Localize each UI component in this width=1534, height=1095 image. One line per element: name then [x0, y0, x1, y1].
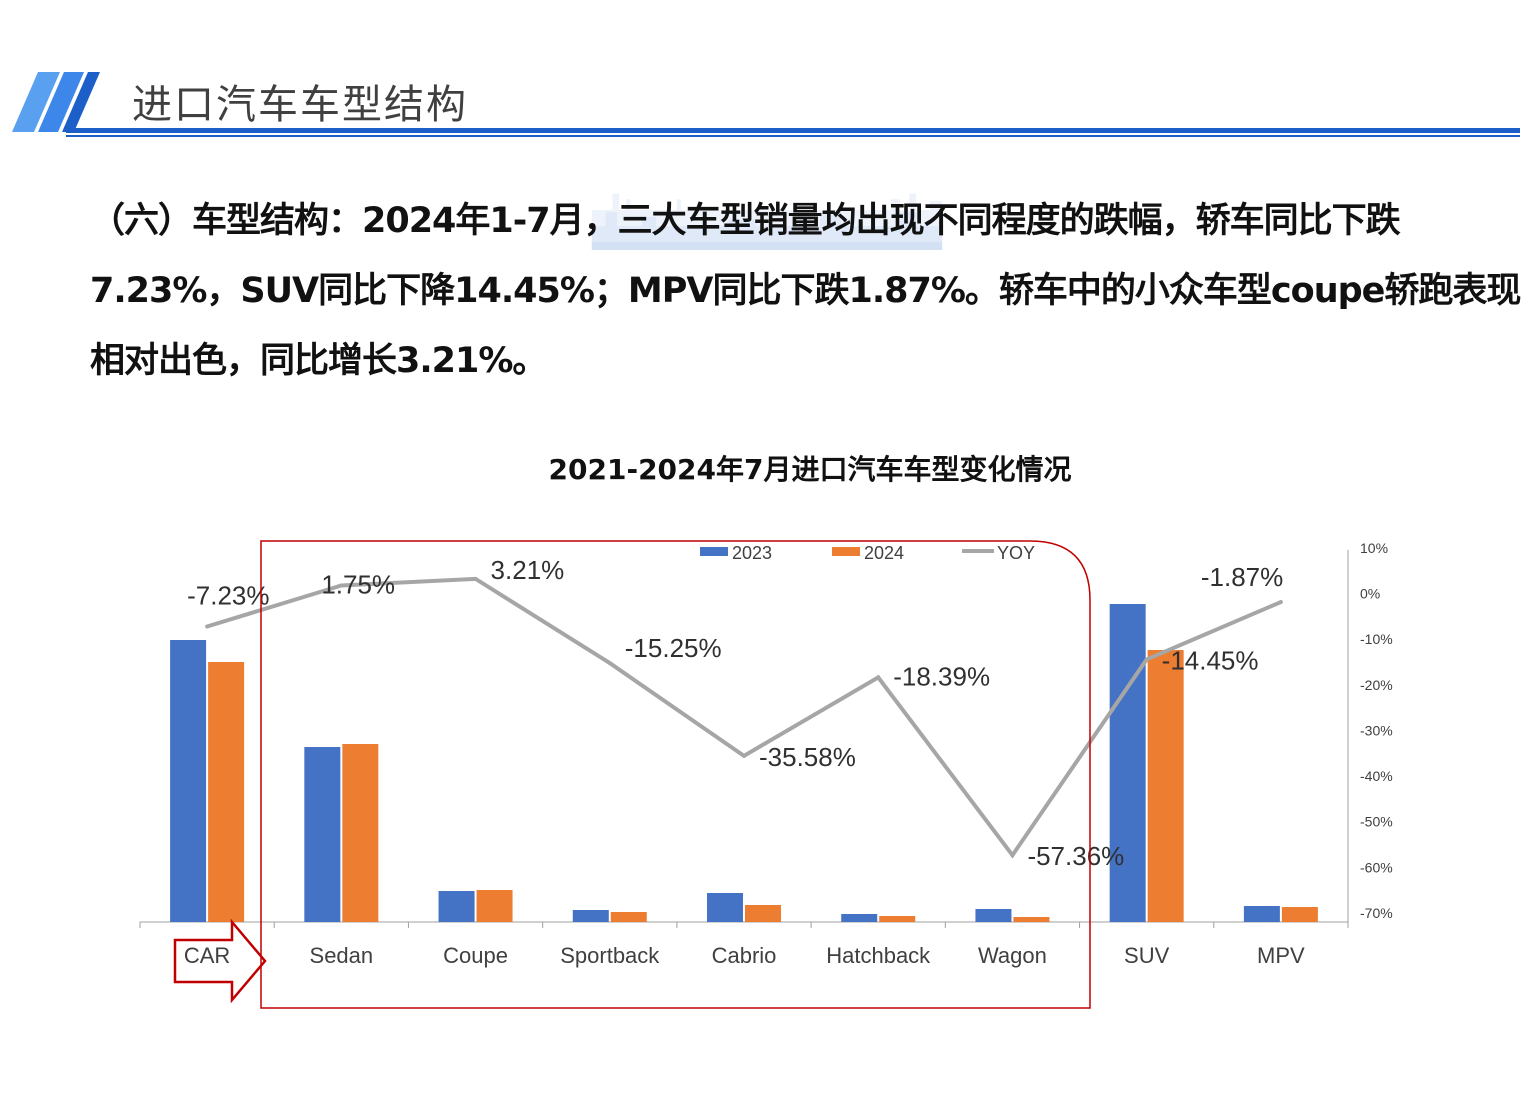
page-title: 进口汽车车型结构 [132, 82, 468, 128]
bar-2024-Sedan [342, 744, 379, 922]
right-tick-label: -60% [1360, 859, 1393, 875]
right-tick-label: -50% [1360, 814, 1393, 830]
bar-2024-SUV [1147, 650, 1184, 922]
yoy-point [339, 583, 344, 588]
arrow-icon [173, 918, 267, 1004]
yoy-point [473, 576, 478, 581]
bar-2024-Sportback [610, 912, 647, 922]
right-tick-label: 10% [1360, 540, 1388, 556]
yoy-point [205, 624, 210, 629]
yoy-data-label: -14.45% [1162, 645, 1259, 675]
bar-2023-Sedan [304, 747, 341, 922]
legend-label: 2023 [732, 543, 772, 563]
yoy-data-label: -57.36% [1027, 841, 1124, 871]
right-tick-label: -20% [1360, 677, 1393, 693]
x-tick-label: CAR [184, 943, 230, 968]
x-tick-label: Wagon [978, 943, 1047, 968]
right-tick-label: -70% [1360, 905, 1393, 921]
bar-2024-Wagon [1013, 917, 1050, 922]
yoy-point [1010, 853, 1015, 858]
yoy-data-label: -7.23% [187, 580, 269, 610]
yoy-point [742, 753, 746, 758]
x-tick-label: SUV [1124, 943, 1170, 968]
bar-2024-MPV [1281, 907, 1318, 922]
x-tick-label: Cabrio [712, 943, 777, 968]
yoy-data-label: 3.21% [491, 555, 565, 585]
chart-title: 2021-2024年7月进口汽车车型变化情况 [548, 453, 1072, 486]
highlight-box [260, 540, 1091, 1009]
right-tick-label: 0% [1360, 586, 1380, 602]
skyline-background [591, 193, 943, 250]
legend-swatch-2024 [832, 547, 860, 556]
right-tick-label: -30% [1360, 722, 1393, 738]
yoy-point [876, 675, 881, 680]
yoy-data-label: -35.58% [759, 742, 856, 772]
bar-2023-Coupe [438, 891, 475, 922]
bar-2023-Hatchback [841, 914, 878, 922]
yoy-data-label: 1.75% [321, 570, 395, 600]
header-divider [66, 128, 1520, 133]
legend-label: YOY [997, 543, 1035, 563]
bar-2023-CAR [170, 640, 207, 922]
bar-2024-Hatchback [879, 916, 916, 922]
right-tick-label: -10% [1360, 631, 1393, 647]
x-tick-label: Sportback [560, 943, 660, 968]
yoy-data-label: -1.87% [1201, 562, 1283, 592]
bar-2023-Sportback [572, 910, 609, 922]
yoy-point [607, 661, 612, 666]
yoy-point [1144, 657, 1149, 662]
bar-2024-Cabrio [745, 905, 781, 922]
bar-2023-Wagon [975, 909, 1012, 922]
yoy-point [1278, 600, 1283, 605]
right-tick-label: -40% [1360, 768, 1393, 784]
x-tick-label: Coupe [443, 943, 508, 968]
bar-2023-MPV [1243, 906, 1280, 922]
bar-2024-Coupe [476, 890, 513, 922]
bar-2024-CAR [208, 662, 245, 922]
yoy-data-label: -15.25% [625, 633, 722, 663]
yoy-data-label: -18.39% [893, 661, 990, 691]
summary-paragraph: （六）车型结构：2024年1-7月，三大车型销量均出现不同程度的跌幅，轿车同比下… [90, 201, 1521, 381]
bar-2023-Cabrio [707, 893, 743, 922]
header-logo-stripes [12, 72, 100, 132]
bar-2023-SUV [1109, 604, 1146, 922]
legend-label: 2024 [864, 543, 904, 563]
legend-swatch-2023 [700, 547, 728, 556]
header-divider-thin [66, 135, 1520, 137]
x-tick-label: Hatchback [826, 943, 931, 968]
x-tick-label: Sedan [310, 943, 374, 968]
x-tick-label: MPV [1257, 943, 1305, 968]
